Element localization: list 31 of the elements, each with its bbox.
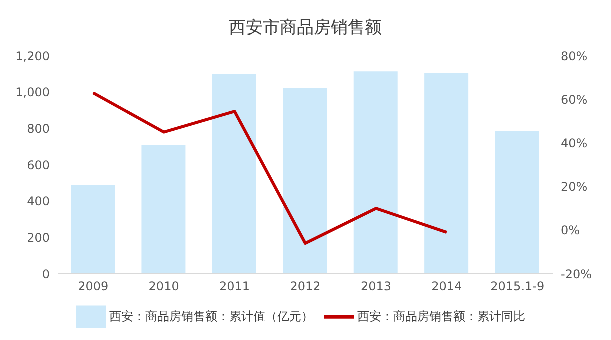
y-tick-label: 0 xyxy=(42,267,50,282)
y-tick-label: 600 xyxy=(27,158,50,172)
legend-label: 西安：商品房销售额：累计同比 xyxy=(358,309,526,324)
y-tick-label: 1,200 xyxy=(16,49,50,64)
y-tick-label: 800 xyxy=(27,122,50,136)
y-tick-label: 400 xyxy=(27,194,50,209)
x-tick-label: 2012 xyxy=(290,280,321,294)
bar xyxy=(424,73,469,274)
bar xyxy=(142,146,186,274)
legend-label: 西安：商品房销售额：累计值（亿元） xyxy=(110,309,314,324)
bar xyxy=(212,74,256,274)
x-tick-label: 2013 xyxy=(360,280,392,294)
x-tick-label: 2009 xyxy=(78,280,109,294)
y2-tick-label: 60% xyxy=(561,92,588,107)
x-tick-label: 2011 xyxy=(220,280,250,294)
y2-tick-label: 80% xyxy=(561,49,588,64)
y2-tick-label: -20% xyxy=(561,267,592,282)
x-tick-label: 2014 xyxy=(432,280,462,294)
chart-title: 西安市商品房销售额 xyxy=(228,17,383,40)
x-tick-label: 2010 xyxy=(148,280,180,294)
y2-tick-label: 0% xyxy=(561,224,580,238)
y2-tick-label: 40% xyxy=(561,136,588,150)
x-tick-label: 2015.1-9 xyxy=(490,280,545,294)
y-tick-label: 1,000 xyxy=(16,86,50,100)
bar xyxy=(495,131,540,274)
line-series xyxy=(92,92,448,245)
y2-tick-label: 20% xyxy=(561,180,588,194)
y-tick-label: 200 xyxy=(27,230,50,245)
bar xyxy=(354,72,398,274)
bar xyxy=(283,88,328,274)
bar xyxy=(71,185,115,274)
